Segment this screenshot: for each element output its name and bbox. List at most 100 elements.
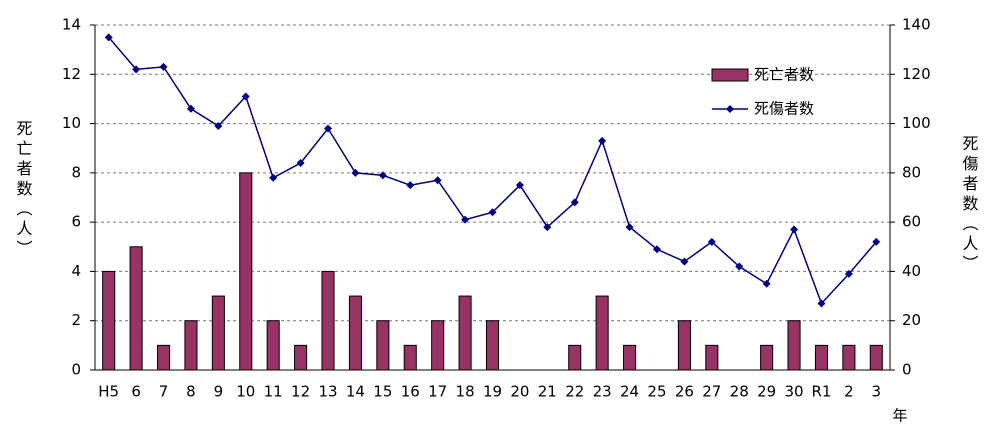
- x-tick-label: 23: [593, 383, 612, 401]
- y2-tick-label: 60: [902, 213, 921, 231]
- x-tick-label: 30: [785, 383, 804, 401]
- marker: [296, 159, 305, 167]
- x-tick-label: 2: [844, 383, 854, 401]
- bar: [184, 320, 198, 371]
- marker: [570, 198, 579, 207]
- bar: [787, 320, 801, 371]
- marker: [132, 65, 141, 74]
- x-tick-label: 9: [214, 383, 224, 401]
- x-tick-label: 6: [131, 383, 141, 401]
- bar: [239, 172, 253, 371]
- y2-tick-label: 40: [902, 262, 921, 280]
- y2-tick-label: 100: [902, 114, 931, 132]
- bar: [677, 320, 691, 371]
- legend-label: 死傷者数: [754, 100, 814, 118]
- marker: [214, 122, 223, 131]
- marker: [186, 104, 195, 113]
- y2-tick-label: 20: [902, 311, 921, 329]
- marker: [269, 173, 278, 182]
- bar: [760, 344, 774, 371]
- x-tick-label: 26: [675, 383, 694, 401]
- x-tick-label: 14: [346, 383, 365, 401]
- marker: [872, 237, 881, 246]
- bar: [348, 295, 362, 371]
- marker: [461, 215, 470, 224]
- x-axis-label: 年: [892, 407, 907, 425]
- x-tick-label: 17: [428, 383, 447, 401]
- bar: [623, 344, 637, 371]
- y2-tick-label: 120: [902, 65, 931, 83]
- y2-axis-label: 死傷者数（人）: [960, 135, 979, 275]
- x-tick-label: 10: [236, 383, 255, 401]
- bar: [266, 320, 280, 371]
- bar: [814, 344, 828, 371]
- y2-tick-label: 140: [902, 16, 931, 34]
- marker: [104, 33, 113, 42]
- bar: [458, 295, 472, 371]
- bar: [321, 270, 335, 371]
- bar: [705, 344, 719, 371]
- y-tick-label: 0: [71, 361, 81, 379]
- x-tick-label: 22: [565, 383, 584, 401]
- y2-tick-label: 0: [902, 361, 912, 379]
- x-tick-label: 20: [510, 383, 529, 401]
- y-tick-label: 10: [62, 114, 81, 132]
- x-tick-label: 27: [702, 383, 721, 401]
- bar: [568, 344, 582, 371]
- y-tick-label: 14: [62, 16, 81, 34]
- marker: [790, 225, 799, 234]
- x-tick-label: 3: [872, 383, 882, 401]
- bar: [595, 295, 609, 371]
- marker: [406, 181, 415, 190]
- x-tick-label: 24: [620, 383, 639, 401]
- marker: [515, 181, 524, 190]
- marker: [351, 168, 360, 177]
- bar: [157, 344, 171, 371]
- marker: [488, 208, 497, 217]
- x-tick-label: 28: [730, 383, 749, 401]
- x-tick-label: 13: [318, 383, 337, 401]
- x-tick-label: 12: [291, 383, 310, 401]
- marker: [652, 245, 661, 254]
- marker: [625, 223, 634, 232]
- marker: [241, 92, 250, 101]
- bar: [431, 320, 445, 371]
- x-tick-label: 7: [159, 383, 169, 401]
- x-tick-label: 21: [538, 383, 557, 401]
- legend-swatch: [711, 68, 749, 82]
- x-tick-label: 8: [186, 383, 196, 401]
- x-tick-label: R1: [811, 383, 831, 401]
- y-tick-label: 4: [71, 262, 81, 280]
- marker: [378, 171, 387, 180]
- bar: [211, 295, 225, 371]
- y-axis-label: 死亡者数（人）: [14, 120, 33, 260]
- marker: [707, 237, 716, 246]
- x-tick-label: 15: [373, 383, 392, 401]
- marker: [762, 279, 771, 288]
- y2-tick-label: 80: [902, 163, 921, 181]
- y-tick-label: 2: [71, 311, 81, 329]
- y-tick-label: 8: [71, 163, 81, 181]
- bar: [403, 344, 417, 371]
- marker: [817, 299, 826, 308]
- bar: [376, 320, 390, 371]
- bar: [842, 344, 856, 371]
- bar: [102, 270, 116, 371]
- bar: [485, 320, 500, 371]
- y-tick-label: 12: [62, 65, 81, 83]
- x-tick-label: 29: [757, 383, 776, 401]
- bar: [129, 246, 143, 371]
- marker: [543, 223, 552, 232]
- x-tick-label: 19: [483, 383, 502, 401]
- marker: [324, 124, 333, 133]
- marker: [844, 269, 853, 278]
- marker: [735, 262, 744, 271]
- marker: [680, 257, 689, 266]
- marker: [433, 176, 442, 185]
- x-tick-label: 16: [401, 383, 420, 401]
- legend-marker: [726, 105, 734, 113]
- x-tick-label: H5: [98, 383, 119, 401]
- y-tick-label: 6: [71, 213, 81, 231]
- x-tick-label: 25: [647, 383, 666, 401]
